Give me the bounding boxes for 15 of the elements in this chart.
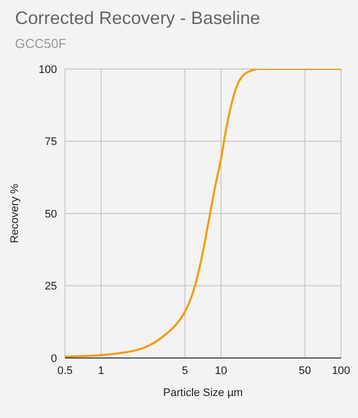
y-tick-label: 50 — [44, 208, 57, 220]
y-tick-label: 0 — [50, 352, 57, 365]
x-tick-label: 5 — [182, 364, 188, 377]
x-tick-label: 10 — [214, 364, 228, 377]
chart-title: Corrected Recovery - Baseline — [15, 8, 260, 29]
y-tick-label: 25 — [44, 280, 57, 293]
x-axis-title: Particle Size µm — [163, 387, 243, 399]
chart-subtitle: GCC50F — [15, 36, 66, 51]
x-tick-label: 1 — [98, 364, 104, 377]
x-tick-label: 50 — [298, 364, 312, 377]
x-tick-label: 0.5 — [57, 364, 73, 377]
y-tick-label: 75 — [44, 136, 57, 148]
y-axis-title: Recovery % — [8, 184, 21, 244]
x-tick-label: 100 — [332, 364, 350, 377]
y-tick-label: 100 — [38, 64, 57, 76]
